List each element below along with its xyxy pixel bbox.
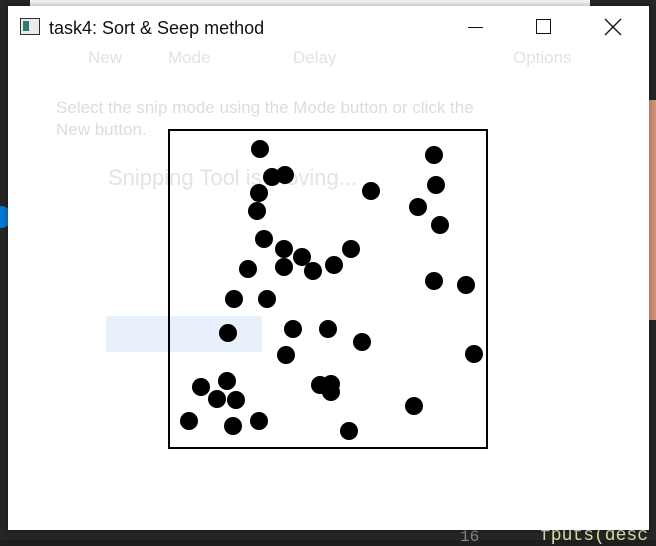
dot-27 [465, 345, 483, 363]
maximize-button[interactable] [520, 6, 566, 50]
dot-36 [180, 412, 198, 430]
dot-32 [322, 383, 340, 401]
dot-37 [250, 412, 268, 430]
dot-33 [208, 390, 226, 408]
title-bar[interactable]: task4: Sort & Seep method [8, 6, 649, 50]
dot-17 [325, 256, 343, 274]
dot-7 [409, 198, 427, 216]
dot-34 [227, 391, 245, 409]
close-icon [604, 18, 622, 36]
dot-15 [275, 258, 293, 276]
ghost-hint-line1: Select the snip mode using the Mode butt… [56, 98, 474, 117]
dot-39 [340, 422, 358, 440]
dot-6 [362, 182, 380, 200]
dot-24 [219, 324, 237, 342]
dot-29 [192, 378, 210, 396]
editor-text-fragment [648, 100, 656, 320]
dot-23 [319, 320, 337, 338]
dot-13 [293, 248, 311, 266]
ghost-delay-label: Delay [293, 48, 337, 67]
dot-11 [275, 240, 293, 258]
dot-35 [405, 397, 423, 415]
dot-25 [353, 333, 371, 351]
dot-16 [304, 262, 322, 280]
ghost-mode-label: Mode [168, 48, 211, 67]
dot-22 [284, 320, 302, 338]
dot-9 [431, 216, 449, 234]
dot-26 [277, 346, 295, 364]
dot-5 [427, 176, 445, 194]
dot-12 [342, 240, 360, 258]
dot-0 [251, 140, 269, 158]
dot-3 [263, 168, 281, 186]
dot-38 [224, 417, 242, 435]
dot-19 [457, 276, 475, 294]
maximize-icon [536, 19, 551, 34]
app-window: New Mode Delay Options Select the snip m… [8, 6, 649, 530]
ghost-new-label: New [88, 48, 123, 67]
dot-18 [425, 272, 443, 290]
dot-20 [225, 290, 243, 308]
minimize-icon [468, 27, 483, 28]
line-number: 16 [460, 528, 480, 546]
app-icon [20, 18, 40, 35]
dot-4 [250, 184, 268, 202]
dot-10 [255, 230, 273, 248]
minimize-button[interactable] [452, 6, 498, 50]
dot-14 [239, 260, 257, 278]
ghost-hint-line2: New button. [56, 120, 147, 139]
scatter-plot [180, 140, 483, 440]
dot-21 [258, 290, 276, 308]
dot-28 [218, 372, 236, 390]
ghost-options-label: Options [513, 48, 572, 67]
window-title: task4: Sort & Seep method [49, 18, 265, 38]
scatter-canvas [168, 129, 488, 449]
close-button[interactable] [590, 6, 636, 50]
dot-8 [248, 202, 266, 220]
dot-1 [425, 146, 443, 164]
